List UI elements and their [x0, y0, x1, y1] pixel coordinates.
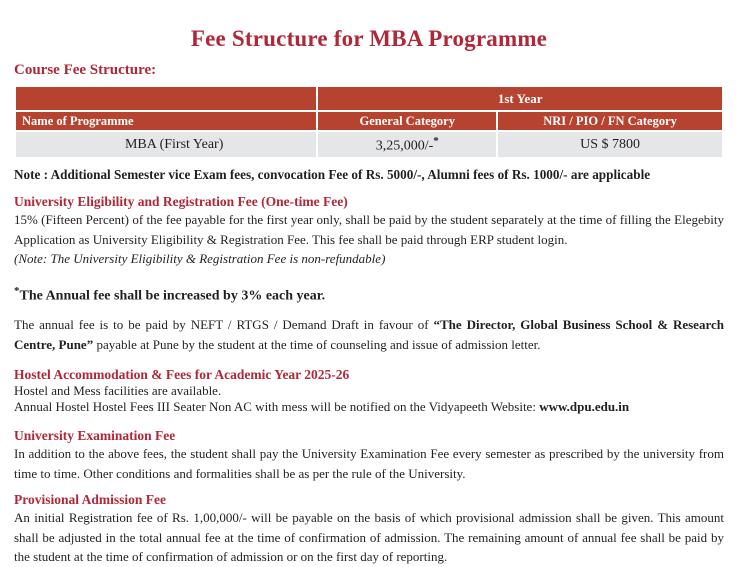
examination-heading: University Examination Fee [14, 428, 176, 444]
general-fee-value: 3,25,000/- [375, 138, 434, 154]
cell-programme-name: MBA (First Year) [13, 130, 319, 160]
table-header-nri-category: NRI / PIO / FN Category [496, 110, 724, 133]
section-hostel: Hostel Accommodation & Fees for Academic… [14, 367, 724, 414]
page-title: Fee Structure for MBA Programme [190, 26, 548, 51]
section-examination: University Examination Fee In addition t… [14, 428, 724, 483]
hostel-line1: Hostel and Mess facilities are available… [14, 383, 222, 399]
provisional-body: An initial Registration fee of Rs. 1,00,… [14, 510, 724, 565]
section-payment: The annual fee is to be paid by NEFT / R… [14, 315, 724, 354]
hostel-heading: Hostel Accommodation & Fees for Academic… [14, 367, 350, 383]
table-column-header-row: Name of Programme General Category NRI /… [13, 110, 724, 133]
hostel-line2-text: Annual Hostel Hostel Fees III Seater Non… [14, 398, 540, 414]
table-header-programme: Name of Programme [13, 110, 319, 133]
cell-nri-fee: US $ 7800 [496, 130, 724, 160]
eligibility-body: 15% (Fifteen Percent) of the fee payable… [14, 212, 724, 247]
exam-fee-note: Note : Additional Semester vice Exam fee… [14, 167, 651, 183]
annual-increase-text: The Annual fee shall be increased by 3% … [19, 288, 326, 304]
table-year-header-cell: 1st Year [316, 85, 724, 113]
table-year-row: 1st Year [13, 85, 724, 113]
payment-text-after: payable at Pune by the student at the ti… [93, 336, 541, 352]
annual-asterisk: * [14, 284, 20, 297]
table-header-general-category: General Category [316, 110, 499, 133]
hostel-line2: Annual Hostel Hostel Fees III Seater Non… [14, 399, 724, 415]
course-fee-structure-label: Course Fee Structure: [14, 62, 157, 79]
eligibility-heading: University Eligibility and Registration … [14, 194, 348, 210]
provisional-heading: Provisional Admission Fee [14, 492, 167, 508]
section-provisional: Provisional Admission Fee An initial Reg… [14, 492, 724, 566]
table-row-mba: MBA (First Year) 3,25,000/-* US $ 7800 [13, 130, 724, 160]
fee-table: 1st Year Name of Programme General Categ… [13, 85, 724, 160]
website-link[interactable]: www.dpu.edu.in [539, 398, 630, 414]
payment-text-before: The annual fee is to be paid by NEFT / R… [14, 317, 434, 333]
annual-increase-note: *The Annual fee shall be increased by 3%… [14, 285, 724, 305]
cell-general-fee: 3,25,000/-* [316, 130, 499, 160]
fee-asterisk: * [433, 134, 439, 147]
payment-payee-bold: “The Director, Global Business School & … [14, 317, 724, 352]
section-eligibility-fee: University Eligibility and Registration … [14, 194, 724, 267]
eligibility-refund-note: (Note: The University Eligibility & Regi… [14, 251, 386, 267]
examination-body: In addition to the above fees, the stude… [14, 446, 724, 481]
payment-paragraph: The annual fee is to be paid by NEFT / R… [14, 315, 724, 354]
table-empty-header-cell [13, 85, 319, 113]
